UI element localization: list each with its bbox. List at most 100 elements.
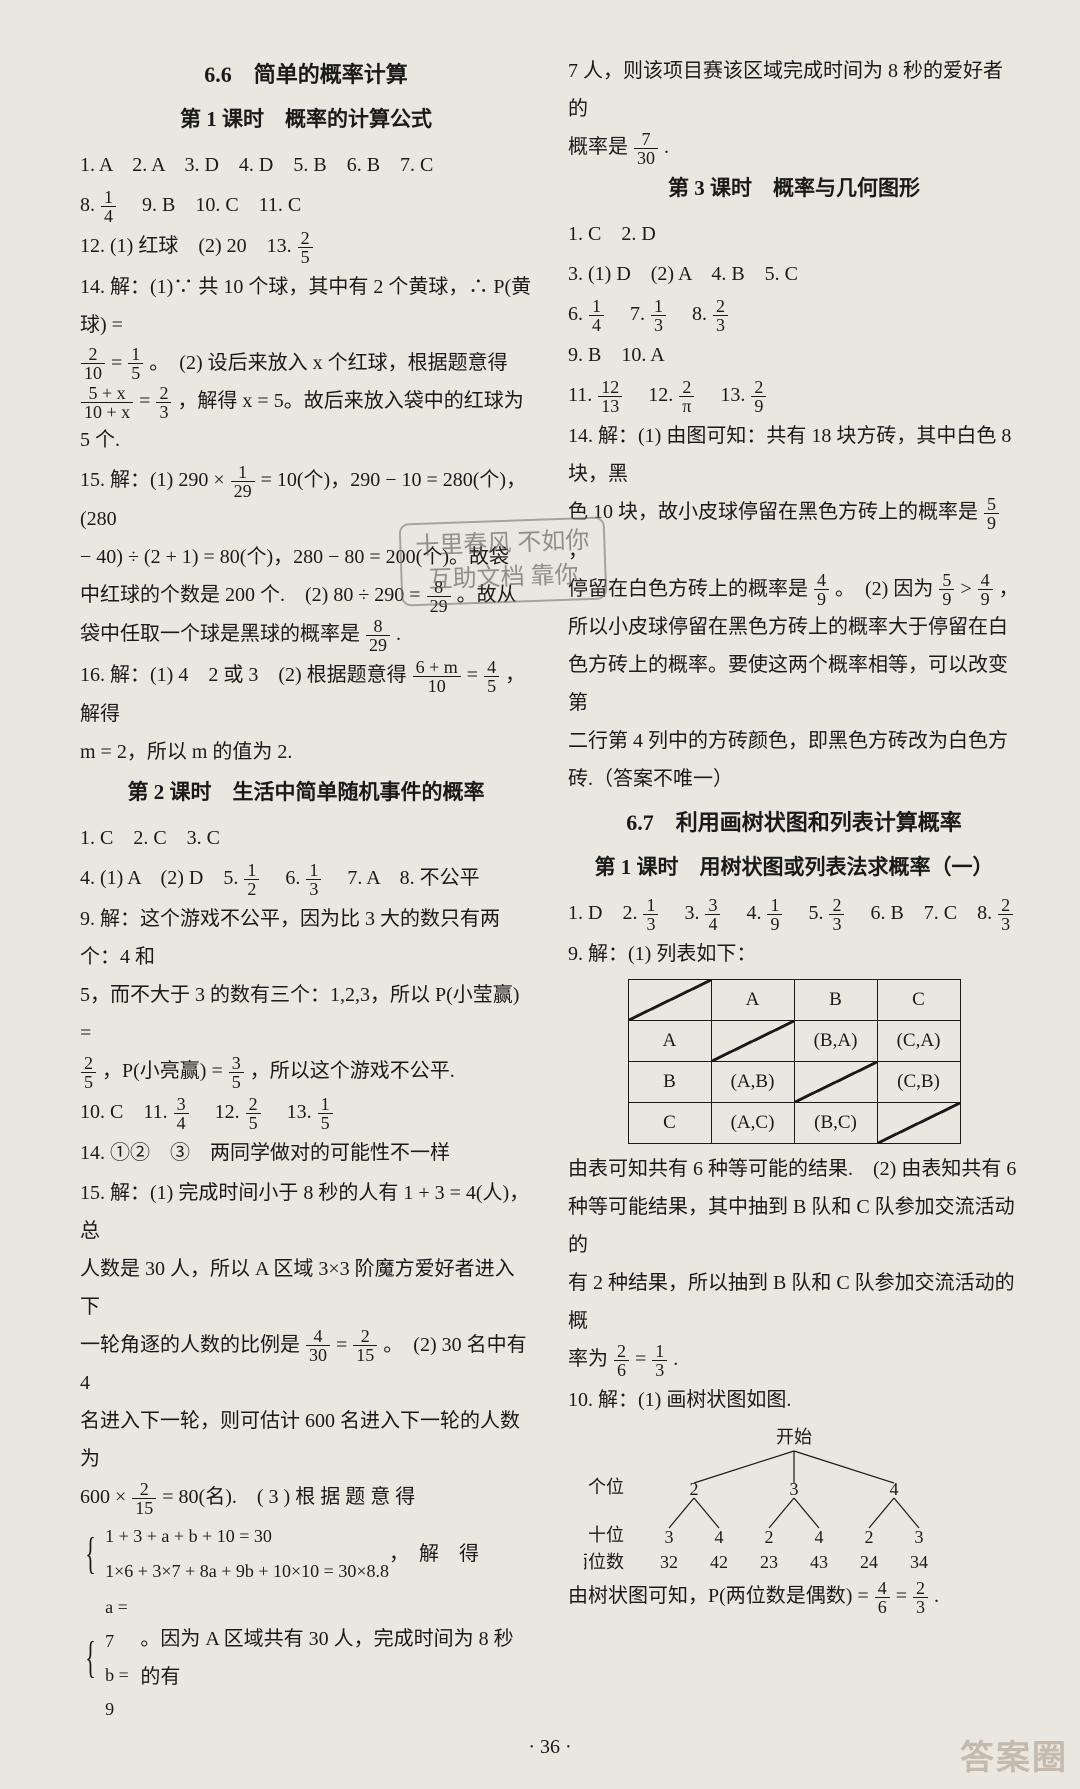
l2-row3: 10. C 11. 34 12. 25 13. 15	[80, 1093, 532, 1132]
system-1: { 1 + 3 + a + b + 10 = 30 1×6 + 3×7 + 8a…	[80, 1519, 532, 1587]
svg-text:24: 24	[860, 1552, 878, 1572]
svg-text:2: 2	[865, 1527, 874, 1547]
section-6-7-title: 6.7 利用画树状图和列表计算概率	[568, 802, 1020, 844]
s67-q10-text: 由树状图可知，P(两位数是偶数) = 46 = 23 .	[568, 1577, 1020, 1616]
lesson-1-title: 第 1 课时 概率的计算公式	[80, 100, 532, 140]
frac-1-2: 12	[244, 861, 259, 898]
table-rowhead: C	[628, 1103, 711, 1144]
frac-1-3c: 13	[643, 896, 658, 933]
table-cell-diag	[628, 980, 711, 1021]
page: 6.6 简单的概率计算 第 1 课时 概率的计算公式 1. A 2. A 3. …	[0, 0, 1080, 1789]
frac-2-6: 26	[614, 1342, 629, 1379]
table-rowhead: B	[628, 1062, 711, 1103]
table-cell: (B,A)	[794, 1021, 877, 1062]
table-header: A	[711, 980, 794, 1021]
q15-solution: 15. 解：(1) 290 × 129 = 10(个)，290 − 10 = 2…	[80, 461, 532, 654]
l2-q14: 14. ①② ③ 两同学做对的可能性不一样	[80, 1134, 532, 1172]
svg-text:3: 3	[915, 1527, 924, 1547]
frac-4-9: 49	[814, 571, 829, 608]
s67-lesson1-title: 第 1 课时 用树状图或列表法求概率（一）	[568, 848, 1020, 888]
frac-2-3d: 23	[998, 896, 1013, 933]
svg-text:34: 34	[910, 1552, 928, 1572]
right-column: 7 人，则该项目赛该区域完成时间为 8 秒的爱好者的 概率是 730 . 第 3…	[550, 50, 1020, 1728]
svg-text:十位: 十位	[588, 1525, 624, 1545]
s67-q9-text: 由表可知共有 6 种等可能的结果. (2) 由表知共有 6 种等可能结果，其中抽…	[568, 1150, 1020, 1379]
left-column: 6.6 简单的概率计算 第 1 课时 概率的计算公式 1. A 2. A 3. …	[80, 50, 550, 1728]
l3-row4: 9. B 10. A	[568, 336, 1020, 374]
frac-2-15b: 215	[132, 1480, 156, 1517]
svg-text:42: 42	[710, 1552, 728, 1572]
s67-row1: 1. D 2. 13 3. 34 4. 19 5. 23 6. B 7. C 8…	[568, 894, 1020, 933]
lesson-2-title: 第 2 课时 生活中简单随机事件的概率	[80, 773, 532, 813]
frac-1-5b: 15	[318, 1095, 333, 1132]
q12-13: 12. (1) 红球 (2) 20 13.	[80, 235, 297, 257]
corner-watermark: 答案圈	[960, 1730, 1068, 1779]
q16-solution: 16. 解：(1) 4 2 或 3 (2) 根据题意得 6 + m10 = 45…	[80, 656, 532, 771]
left-brace-icon: {	[85, 1534, 96, 1574]
frac-1-3d: 13	[652, 1342, 667, 1379]
frac-2-5b: 25	[81, 1054, 96, 1091]
frac-5-9: 59	[984, 495, 999, 532]
answers-row-3: 12. (1) 红球 (2) 20 13. 25	[80, 227, 532, 266]
frac-7-30: 730	[634, 130, 658, 167]
s67-q9a: 9. 解：(1) 列表如下：	[568, 935, 1020, 973]
l3-row1: 1. C 2. D	[568, 215, 1020, 253]
frac-1-4b: 14	[589, 297, 604, 334]
left-brace-icon: {	[85, 1638, 96, 1678]
table-cell: (C,A)	[877, 1021, 960, 1062]
table-row: A B C	[628, 980, 960, 1021]
system-2: { a = 7 b = 9 。因为 A 区域共有 30 人，完成时间为 8 秒的…	[80, 1590, 532, 1727]
q8-prefix: 8.	[80, 194, 100, 216]
table-cell: (C,B)	[877, 1062, 960, 1103]
lesson-3-title: 第 3 课时 概率与几何图形	[568, 169, 1020, 209]
page-number: · 36 ·	[80, 1736, 1020, 1759]
frac-8-29b: 829	[366, 617, 390, 654]
frac-5-9b: 59	[939, 571, 954, 608]
svg-text:43: 43	[810, 1552, 828, 1572]
l2-q9: 9. 解：这个游戏不公平，因为比 3 大的数只有两个：4 和 5，而不大于 3 …	[80, 900, 532, 1091]
frac-2-3b: 23	[713, 297, 728, 334]
frac-2-3: 23	[156, 384, 171, 421]
frac-5x-10x: 5 + x10 + x	[81, 384, 133, 421]
svg-text:23: 23	[760, 1552, 778, 1572]
frac-2-3e: 23	[913, 1579, 928, 1616]
table-cell-diag	[794, 1062, 877, 1103]
answers-row-2: 8. 14 9. B 10. C 11. C	[80, 186, 532, 225]
frac-1-9: 19	[767, 896, 782, 933]
q14-solution: 14. 解：(1)∵ 共 10 个球，其中有 2 个黄球，∴ P(黄球) = 2…	[80, 268, 532, 460]
frac-12-13: 1213	[598, 378, 622, 415]
frac-3-5: 35	[229, 1054, 244, 1091]
section-6-6-title: 6.6 简单的概率计算	[80, 54, 532, 96]
table-cell: (B,C)	[794, 1103, 877, 1144]
frac-3-4: 34	[174, 1095, 189, 1132]
s67-q10a: 10. 解：(1) 画树状图如图.	[568, 1381, 1020, 1419]
tree-diagram: 开始 个位 2 3 4 十位 3 4 2 4 2 3 两位数 32 42 23	[584, 1423, 1004, 1573]
frac-4-6: 46	[875, 1579, 890, 1616]
frac-2-3c: 23	[829, 896, 844, 933]
frac-1-3: 13	[306, 861, 321, 898]
frac-2-9: 29	[751, 378, 766, 415]
table-cell: (A,C)	[711, 1103, 794, 1144]
table-rowhead: A	[628, 1021, 711, 1062]
frac-4-30: 430	[306, 1327, 330, 1364]
frac-2-5c: 25	[246, 1095, 261, 1132]
frac-2-10: 210	[81, 345, 105, 382]
two-column-layout: 6.6 简单的概率计算 第 1 课时 概率的计算公式 1. A 2. A 3. …	[80, 50, 1020, 1728]
table-row: B (A,B) (C,B)	[628, 1062, 960, 1103]
answers-row-1: 1. A 2. A 3. D 4. D 5. B 6. B 7. C	[80, 146, 532, 184]
l3-row2: 3. (1) D (2) A 4. B 5. C	[568, 255, 1020, 293]
svg-text:32: 32	[660, 1552, 678, 1572]
table-cell-diag	[877, 1103, 960, 1144]
l3-row3: 6. 14 7. 13 8. 23	[568, 295, 1020, 334]
svg-text:3: 3	[665, 1527, 674, 1547]
table-row: A (B,A) (C,A)	[628, 1021, 960, 1062]
frac-8-29a: 829	[427, 578, 451, 615]
outcome-table: A B C A (B,A) (C,A) B (A,B) (C,B)	[628, 979, 961, 1144]
frac-1-4: 14	[101, 188, 116, 225]
l2-row1: 1. C 2. C 3. C	[80, 819, 532, 857]
svg-text:2: 2	[765, 1527, 774, 1547]
frac-4-9b: 49	[978, 571, 993, 608]
frac-2-5: 25	[298, 229, 313, 266]
frac-1-29: 129	[231, 463, 255, 500]
svg-text:2: 2	[690, 1479, 699, 1499]
